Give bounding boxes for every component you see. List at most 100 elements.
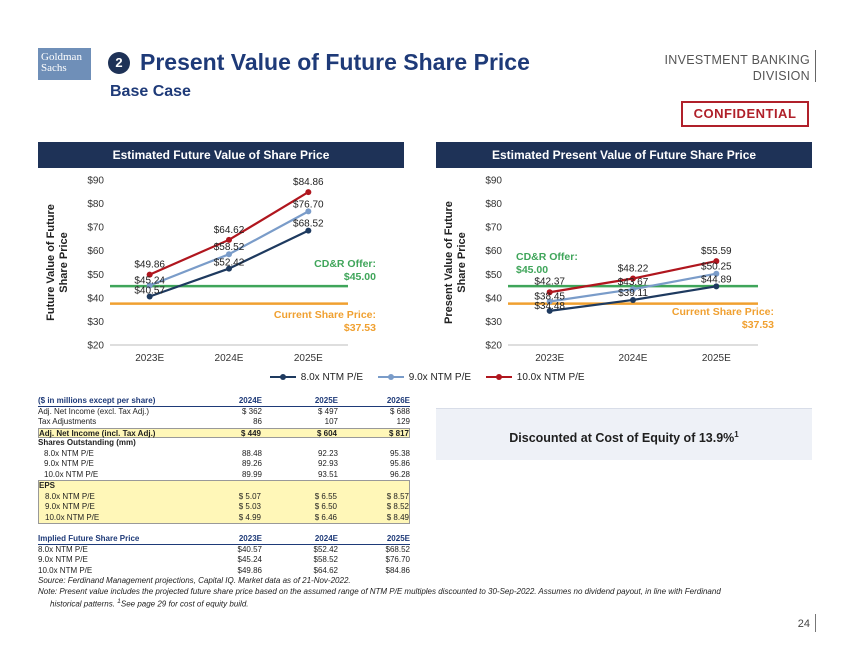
y-tick-label: $70 (87, 223, 104, 234)
table-header-col: 2024E (238, 396, 262, 405)
page-subtitle: Base Case (110, 83, 191, 100)
table-header-row: Implied Future Share Price 2023E 2024E 2… (38, 534, 410, 545)
implied-future-share-price-table: Implied Future Share Price 2023E 2024E 2… (38, 534, 410, 576)
data-label-9x: $38.45 (534, 292, 565, 303)
cell: 92.23 (317, 448, 338, 458)
cdr-offer-value: $45.00 (516, 264, 548, 276)
cell: $64.62 (313, 565, 338, 575)
cell: $ 8.52 (386, 502, 409, 511)
cell: 89.99 (241, 469, 262, 479)
cell: $ 5.07 (238, 491, 261, 501)
table-row: 9.0x NTM P/E 89.26 92.93 95.86 (38, 459, 410, 470)
legend-swatch-8x (270, 374, 296, 381)
legend-label-10x: 10.0x NTM P/E (516, 372, 585, 383)
current-share-price-value: $37.53 (742, 319, 774, 331)
cell: $45.24 (237, 555, 262, 564)
y-tick-label: $50 (87, 270, 104, 281)
section-number-badge: 2 (108, 52, 130, 74)
discount-footnote-marker: 1 (734, 430, 739, 439)
data-point-9x (226, 251, 232, 258)
data-label-8x: $68.52 (293, 219, 324, 230)
data-label-8x: $39.11 (618, 288, 648, 299)
data-point-8x (226, 265, 232, 272)
methodology-note-cont: historical patterns. 1See page 29 for co… (38, 597, 808, 610)
table-row-highlighted: Adj. Net Income (incl. Tax Adj.) $ 449 $… (38, 427, 410, 438)
y-tick-label: $40 (485, 293, 502, 304)
present-value-panel-title: Estimated Present Value of Future Share … (436, 142, 812, 168)
y-axis-label-line-1: Future Value of Future (45, 204, 57, 321)
x-tick-label: 2024E (619, 353, 648, 364)
data-point-8x (630, 296, 636, 303)
eps-block: EPS 8.0x NTM P/E $ 5.07 $ 6.55 $ 8.57 9.… (38, 480, 410, 524)
cell: $68.52 (385, 544, 410, 554)
legend-swatch-9x (378, 374, 404, 381)
cell: 96.28 (389, 469, 410, 479)
data-point-9x (630, 286, 636, 293)
confidential-stamp: CONFIDENTIAL (681, 101, 809, 127)
source-note: Source: Ferdinand Management projections… (38, 576, 351, 585)
division-label: INVESTMENT BANKING DIVISION (665, 52, 810, 84)
row-label: 10.0x NTM P/E (45, 512, 100, 522)
cell: $84.86 (385, 565, 410, 575)
row-label: 9.0x NTM P/E (44, 459, 94, 468)
data-point-10x (226, 236, 232, 243)
y-axis-label-line-2: Share Price (456, 232, 468, 293)
cdr-offer-value: $45.00 (344, 271, 376, 283)
table-row: Tax Adjustments 86 107 129 (38, 417, 410, 428)
cell: 95.38 (389, 448, 410, 458)
cell: 129 (396, 417, 410, 426)
table-header-col: 2025E (314, 396, 338, 405)
row-label: 8.0x NTM P/E (45, 491, 95, 501)
goldman-sachs-logo: Goldman Sachs (38, 48, 91, 80)
table-header-label: ($ in millions except per share) (38, 396, 156, 405)
y-axis-label-line-1: Present Value of Future (443, 201, 455, 324)
cell: $49.86 (237, 565, 262, 575)
cell: 92.93 (317, 459, 338, 468)
data-label-10x: $48.22 (618, 263, 649, 274)
division-line-1: INVESTMENT BANKING (664, 53, 810, 67)
cell: 88.48 (241, 448, 262, 458)
cell: $ 6.55 (314, 491, 337, 501)
division-divider (815, 50, 816, 82)
eps-section-title: EPS (39, 481, 409, 492)
current-share-price-value: $37.53 (344, 322, 376, 334)
table-row: 8.0x NTM P/E 88.48 92.23 95.38 (38, 449, 410, 460)
table-row: 9.0x NTM P/E $ 5.03 $ 6.50 $ 8.52 (39, 502, 409, 513)
cell: $ 5.03 (238, 502, 261, 511)
y-tick-label: $70 (485, 223, 502, 234)
section-label: Shares Outstanding (mm) (38, 438, 136, 447)
data-point-8x (146, 293, 153, 300)
x-tick-label: 2023E (135, 353, 164, 364)
note-footnote-marker: 1 (117, 598, 121, 605)
legend-item-9x: 9.0x NTM P/E (378, 371, 471, 385)
table-row: 10.0x NTM P/E $49.86 $64.62 $84.86 (38, 566, 410, 577)
data-label-10x: $42.37 (534, 276, 565, 287)
data-label-10x: $49.86 (134, 260, 165, 271)
present-value-chart: $20 $30 $40 $50 $60 $70 $80 $90 2023E 2024E 2025E P… (443, 176, 774, 365)
section-label: EPS (39, 481, 56, 490)
row-label: 10.0x NTM P/E (38, 565, 93, 575)
future-value-panel-title: Estimated Future Value of Share Price (38, 142, 404, 168)
cell: $58.52 (313, 555, 338, 564)
data-label-10x: $84.86 (293, 177, 324, 188)
cell: $ 362 (241, 406, 262, 416)
division-line-2: DIVISION (752, 69, 810, 83)
row-label: Adj. Net Income (incl. Tax Adj.) (39, 428, 156, 438)
y-tick-label: $80 (87, 199, 104, 210)
discount-rate-text: Discounted at Cost of Equity of 13.9% (509, 431, 735, 446)
table-header-row: ($ in millions except per share) 2024E 2… (38, 396, 410, 407)
cell: 95.86 (389, 459, 410, 468)
current-share-price-label: Current Share Price: (672, 306, 774, 318)
logo-line-1: Goldman (41, 51, 82, 63)
page-number: 24 (797, 618, 810, 630)
footnotes: Source: Ferdinand Management projections… (38, 576, 808, 610)
logo-line-2: Sachs (41, 62, 67, 74)
x-tick-label: 2025E (702, 353, 731, 364)
y-tick-label: $30 (87, 317, 104, 328)
data-point-10x (546, 289, 553, 296)
data-point-9x (146, 282, 153, 289)
data-label-8x: $34.48 (534, 301, 565, 312)
page-title: Present Value of Future Share Price (140, 49, 530, 75)
chart-legend: 8.0x NTM P/E 9.0x NTM P/E 10.0x NTM P/E (270, 371, 590, 387)
discount-rate-box: Discounted at Cost of Equity of 13.9%1 (436, 408, 812, 460)
